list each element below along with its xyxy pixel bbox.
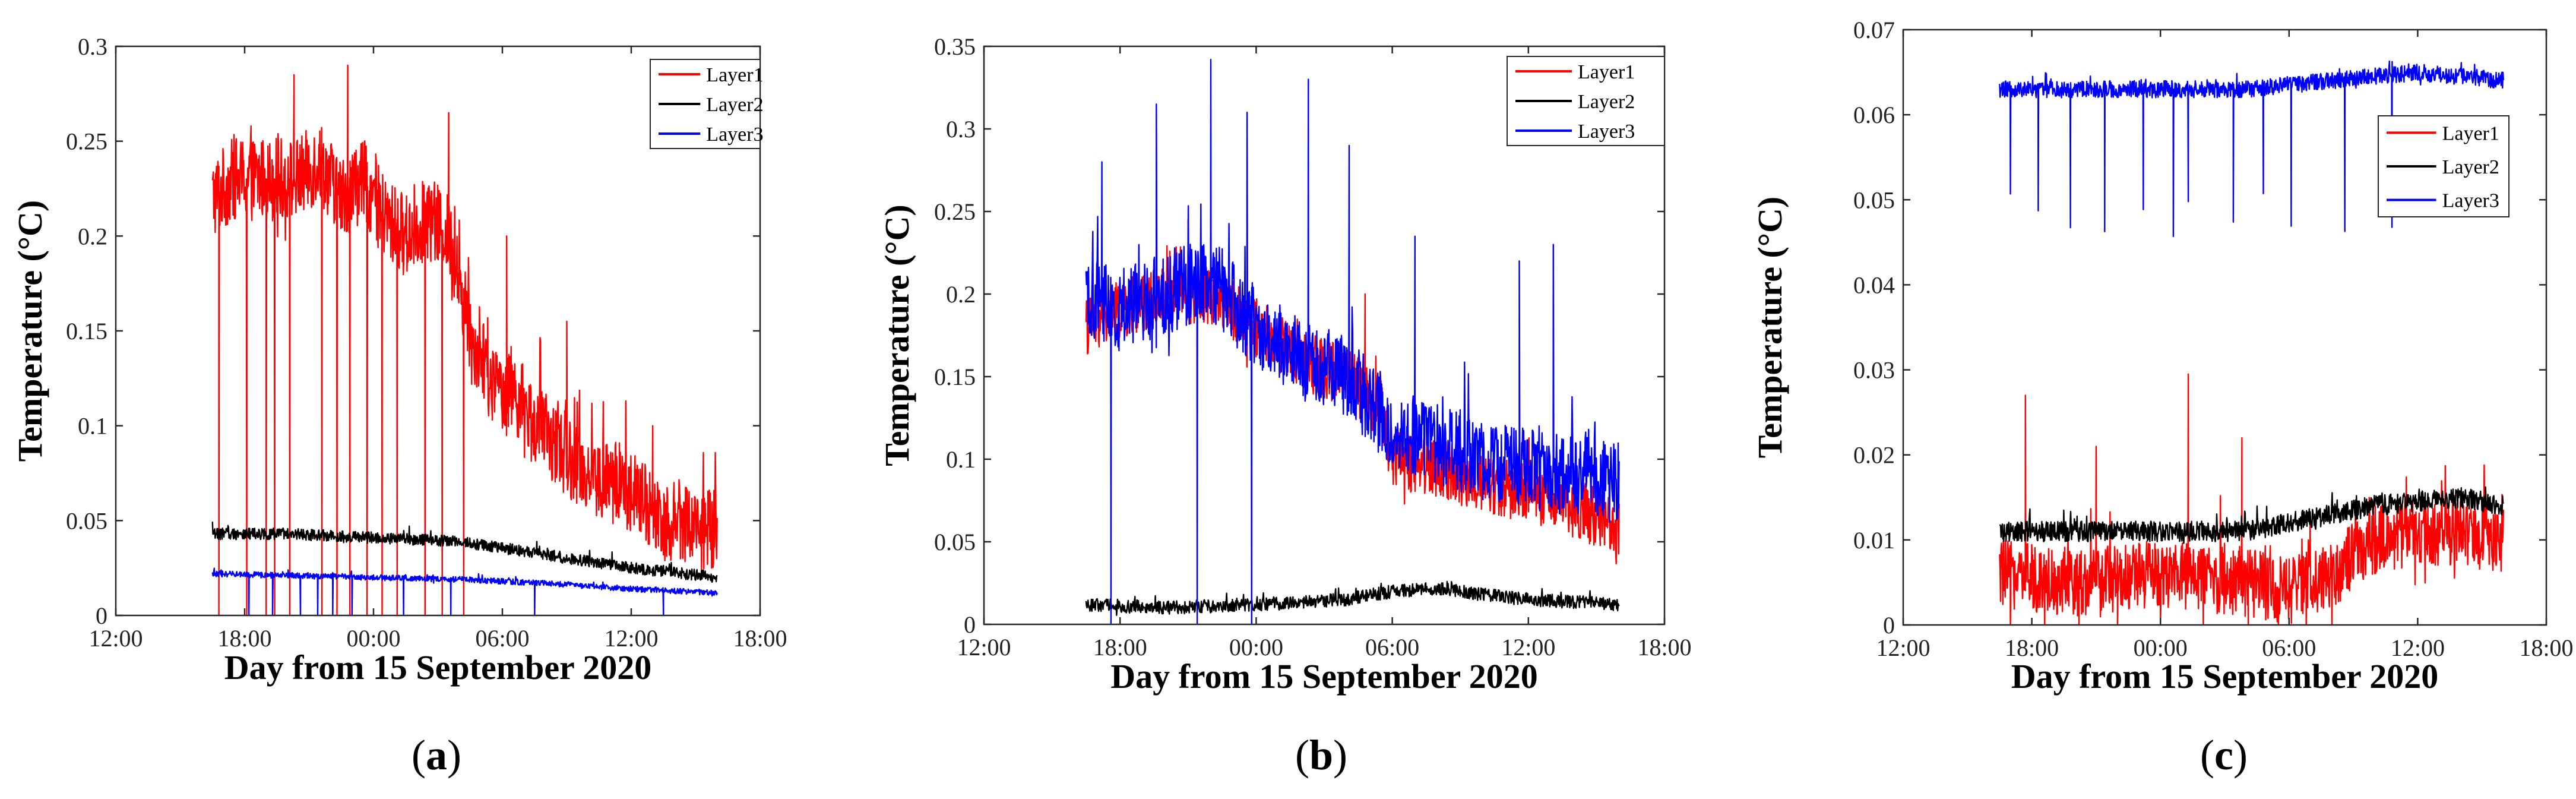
y-axis-label: Temperature (°C) [878, 204, 916, 466]
legend-label-layer2: Layer2 [706, 94, 763, 116]
x-tick-label: 18:00 [1637, 634, 1691, 661]
legend-label-layer3: Layer3 [1578, 121, 1635, 143]
y-tick-label: 0.25 [66, 128, 107, 155]
legend: Layer1 Layer2 Layer3 [1507, 56, 1665, 146]
y-tick-label: 0.06 [1853, 102, 1895, 128]
series-line-layer1 [1999, 373, 2504, 625]
x-axis-label: Day from 15 September 2020 [224, 648, 652, 687]
y-tick-label: 0.07 [1853, 17, 1895, 43]
x-tick-label: 12:00 [1876, 634, 1930, 661]
y-tick-label: 0.05 [1853, 187, 1895, 213]
caption-open-paren: ( [2200, 731, 2214, 779]
legend-label-layer1: Layer1 [1578, 61, 1635, 83]
y-tick-label: 0.25 [934, 198, 976, 225]
axes-box [1902, 29, 2547, 626]
chart-panel-a: 12:00 18:00 00:00 06:00 12:00 18:00 0 0.05 0.1 0.… [11, 33, 787, 779]
x-axis-label: Day from 15 September 2020 [2011, 657, 2439, 696]
x-tick-label: 06:00 [475, 625, 529, 652]
series-line-layer2 [211, 522, 718, 583]
y-tick-label: 0 [964, 611, 976, 638]
panel-caption: (a) [412, 731, 461, 779]
y-axis-label: Temperature (°C) [11, 200, 49, 462]
y-tick-label: 0 [96, 602, 107, 629]
y-tick-label: 0.15 [934, 364, 976, 390]
y-tick-label: 0.1 [946, 446, 976, 473]
y-tick-label: 0.02 [1853, 442, 1895, 469]
x-tick-label: 12:00 [604, 625, 658, 652]
plot-area [1999, 60, 2504, 625]
x-tick-label: 18:00 [217, 625, 271, 652]
x-tick-label: 18:00 [2519, 634, 2573, 661]
legend-label-layer3: Layer3 [706, 124, 763, 146]
series-line-layer3 [1999, 60, 2504, 238]
series-line-layer1 [211, 64, 718, 615]
caption-letter: c [2214, 731, 2233, 779]
chart-panel-c: 12:00 18:00 00:00 06:00 12:00 18:00 0 0.01 0.02 0… [1751, 17, 2574, 779]
series-line-layer3 [1085, 59, 1620, 624]
y-axis-label: Temperature (°C) [1751, 197, 1789, 458]
chart-panel-b: 12:00 18:00 00:00 06:00 12:00 18:00 0 0.05 0.1 0.… [878, 33, 1692, 779]
y-tick-label: 0.15 [66, 318, 107, 345]
x-tick-label: 12:00 [88, 625, 143, 652]
x-tick-label: 12:00 [1501, 634, 1555, 661]
plot-area [211, 64, 718, 615]
caption-open-paren: ( [1295, 731, 1309, 779]
legend-label-layer2: Layer2 [1578, 91, 1635, 113]
y-tick-label: 0 [1883, 612, 1895, 639]
y-tick-label: 0.01 [1853, 527, 1895, 554]
x-tick-label: 06:00 [2262, 634, 2316, 661]
caption-close-paren: ) [2233, 731, 2248, 779]
axes-box [983, 45, 1666, 626]
legend-label-layer1: Layer1 [706, 64, 763, 86]
caption-close-paren: ) [447, 731, 461, 779]
y-tick-label: 0.1 [78, 413, 107, 440]
y-tick-label: 0.03 [1853, 357, 1895, 384]
x-tick-label: 18:00 [733, 625, 787, 652]
y-tick-label: 0.2 [78, 223, 107, 250]
x-tick-label: 18:00 [2005, 634, 2059, 661]
legend-label-layer3: Layer3 [2442, 190, 2499, 212]
caption-close-paren: ) [1333, 731, 1347, 779]
x-tick-label: 12:00 [957, 634, 1011, 661]
caption-letter: a [426, 731, 447, 779]
caption-open-paren: ( [412, 731, 426, 779]
series-line-layer2 [1999, 486, 2504, 544]
x-axis-label: Day from 15 September 2020 [1110, 657, 1538, 696]
y-tick-label: 0.3 [78, 33, 107, 60]
y-tick-label: 0.05 [66, 507, 107, 534]
x-tick-label: 00:00 [1229, 634, 1283, 661]
x-tick-label: 06:00 [1365, 634, 1419, 661]
x-tick-label: 18:00 [1093, 634, 1147, 661]
series-line-layer2 [1085, 580, 1620, 616]
x-tick-label: 12:00 [2391, 634, 2445, 661]
panel-caption: (b) [1295, 731, 1347, 779]
legend-label-layer2: Layer2 [2442, 156, 2499, 178]
y-tick-label: 0.2 [946, 281, 976, 308]
panel-caption: (c) [2200, 731, 2248, 779]
plot-area [1085, 59, 1620, 624]
series-line-layer3 [211, 567, 718, 615]
legend: Layer1 Layer2 Layer3 [650, 59, 764, 149]
x-tick-label: 00:00 [346, 625, 400, 652]
x-tick-label: 00:00 [2134, 634, 2188, 661]
y-tick-label: 0.04 [1853, 271, 1895, 298]
legend: Layer1 Layer2 Layer3 [2378, 115, 2509, 217]
y-tick-label: 0.35 [934, 33, 976, 60]
caption-letter: b [1309, 731, 1333, 779]
y-tick-label: 0.3 [946, 116, 976, 143]
legend-label-layer1: Layer1 [2442, 122, 2499, 144]
y-tick-label: 0.05 [934, 529, 976, 555]
